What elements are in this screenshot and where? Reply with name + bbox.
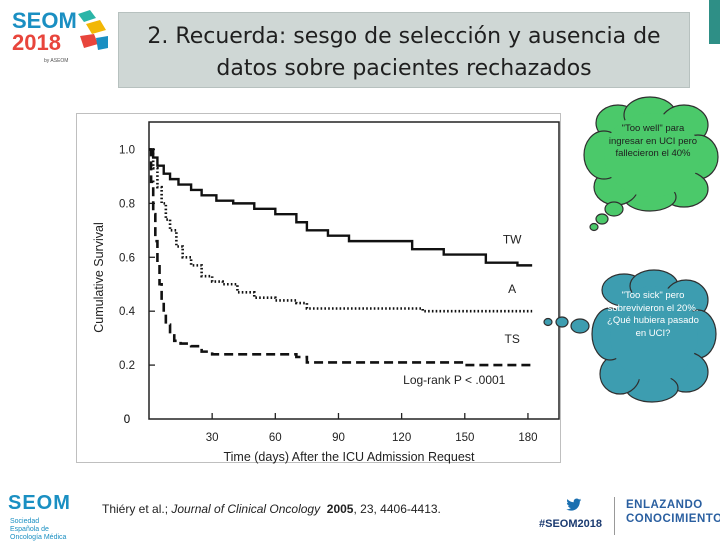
y-tick-label: 0 bbox=[124, 414, 130, 426]
y-tick-label: 0.2 bbox=[119, 360, 135, 372]
seom-footer-logo: SEOM Sociedad Española de Oncología Médi… bbox=[8, 492, 71, 541]
thought-cloud-bottom: "Too sick" pero sobrevivieron el 20%. ¿Q… bbox=[540, 268, 720, 408]
footer-seom-brand: SEOM bbox=[8, 492, 71, 514]
y-tick-label: 0.4 bbox=[119, 306, 136, 318]
series-line-tw bbox=[149, 148, 533, 267]
log-rank-annotation: Log-rank P < .0001 bbox=[403, 373, 506, 387]
y-tick-label: 0.8 bbox=[119, 198, 135, 210]
series-line-a bbox=[149, 148, 533, 313]
edge-accent-bar bbox=[709, 0, 720, 44]
title-box: 2. Recuerda: sesgo de selección y ausenc… bbox=[118, 12, 690, 88]
citation-authors: Thiéry et al.; bbox=[102, 502, 172, 516]
citation-year: 2005 bbox=[326, 502, 354, 516]
footer-divider bbox=[614, 497, 615, 535]
survival-chart: 0 0.2 0.4 0.6 0.8 1.0 0 30 60 90 120 150 180 Time (da… bbox=[76, 113, 561, 464]
x-axis-label: Time (days) After the ICU Admission Requ… bbox=[223, 450, 475, 464]
citation-journal: Journal of Clinical Oncology bbox=[171, 502, 321, 516]
page-title: 2. Recuerda: sesgo de selección y ausenc… bbox=[147, 24, 661, 81]
hashtag: #SEOM2018 bbox=[539, 518, 602, 530]
series-label-a: A bbox=[508, 282, 516, 296]
x-tick-label: 0 bbox=[124, 414, 130, 426]
logo-sub: by ASEOM bbox=[44, 58, 69, 64]
seom-2018-logo: SEOM 2018 by ASEOM bbox=[4, 4, 110, 90]
x-tick-label: 150 bbox=[455, 432, 474, 444]
x-tick-label: 90 bbox=[332, 432, 345, 444]
cloud-top-text: "Too well" para ingresar en UCI pero fal… bbox=[608, 123, 698, 159]
cloud-bottom-text: "Too sick" pero sobrevivieron el 20%. ¿Q… bbox=[607, 290, 699, 339]
logo-brand: SEOM bbox=[12, 8, 77, 33]
plot-box bbox=[148, 121, 560, 420]
slogan: ENLAZANDO CONOCIMIENTO bbox=[626, 498, 720, 526]
twitter-bird-icon bbox=[566, 498, 582, 511]
y-axis-label: Cumulative Survival bbox=[92, 222, 106, 332]
series-line-ts bbox=[149, 148, 533, 367]
x-tick-label: 60 bbox=[269, 432, 282, 444]
y-tick-label: 0.6 bbox=[119, 252, 135, 264]
series-label-ts: TS bbox=[504, 332, 519, 346]
y-tick-label: 1.0 bbox=[119, 144, 135, 156]
logo-ribbons-icon bbox=[78, 10, 108, 50]
series-label-tw: TW bbox=[503, 232, 522, 246]
x-tick-label: 120 bbox=[392, 432, 411, 444]
citation: Thiéry et al.; Journal of Clinical Oncol… bbox=[102, 502, 441, 516]
x-tick-label: 180 bbox=[518, 432, 537, 444]
x-tick-label: 30 bbox=[206, 432, 219, 444]
slogan-line-1: ENLAZANDO bbox=[626, 499, 703, 511]
slogan-line-2: CONOCIMIENTO bbox=[626, 513, 720, 525]
thought-cloud-top: "Too well" para ingresar en UCI pero fal… bbox=[580, 95, 720, 235]
footer-seom-sub: Sociedad Española de Oncología Médica bbox=[10, 518, 67, 541]
citation-rest: , 23, 4406-4413. bbox=[353, 502, 441, 516]
logo-year: 2018 bbox=[12, 30, 61, 55]
